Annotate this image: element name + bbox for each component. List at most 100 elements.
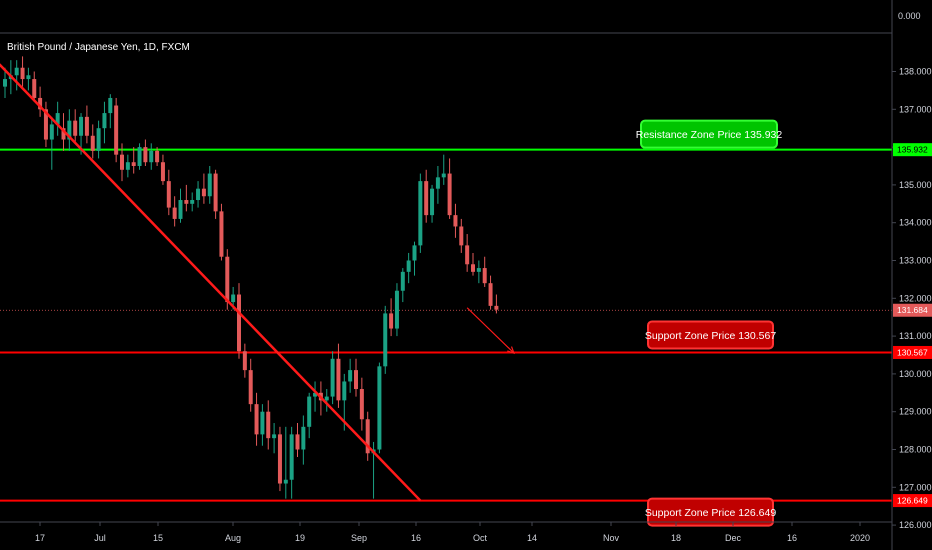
candle[interactable] xyxy=(301,415,306,465)
candle[interactable] xyxy=(248,358,253,412)
candle[interactable] xyxy=(336,343,341,408)
candle[interactable] xyxy=(418,173,423,253)
candle[interactable] xyxy=(295,423,300,458)
candle[interactable] xyxy=(441,154,446,185)
candle[interactable] xyxy=(190,192,195,212)
candle[interactable] xyxy=(383,305,388,374)
candle[interactable] xyxy=(90,124,95,159)
candle-body xyxy=(330,358,335,397)
x-tick-label: Nov xyxy=(603,533,620,543)
candle[interactable] xyxy=(283,426,288,499)
trend-line[interactable] xyxy=(0,34,422,502)
candle[interactable] xyxy=(277,426,282,492)
candle[interactable] xyxy=(435,166,440,204)
candle[interactable] xyxy=(137,143,142,170)
candle[interactable] xyxy=(213,169,218,219)
y-tick-label: 133.000 xyxy=(899,256,932,266)
candle[interactable] xyxy=(260,404,265,446)
candle[interactable] xyxy=(266,400,271,450)
candle[interactable] xyxy=(430,184,435,223)
candle[interactable] xyxy=(394,283,399,337)
candle[interactable] xyxy=(465,234,470,272)
candle[interactable] xyxy=(114,97,119,163)
candle[interactable] xyxy=(120,143,124,182)
candle[interactable] xyxy=(184,184,189,212)
candle[interactable] xyxy=(242,343,247,378)
candle[interactable] xyxy=(55,101,60,136)
candle[interactable] xyxy=(313,381,318,412)
candle[interactable] xyxy=(14,60,19,91)
candle[interactable] xyxy=(96,120,101,159)
candle[interactable] xyxy=(43,101,48,148)
support-1-label-box[interactable]: Support Zone Price 130.567 xyxy=(645,320,776,350)
x-tick-label: 16 xyxy=(787,533,797,543)
support-2-label-box[interactable]: Support Zone Price 126.649 xyxy=(645,497,776,527)
candle-body xyxy=(324,396,329,401)
candle-body xyxy=(441,173,446,178)
candle-body xyxy=(201,188,206,197)
candle[interactable] xyxy=(400,268,405,303)
candle[interactable] xyxy=(459,218,464,253)
candle[interactable] xyxy=(172,196,177,227)
candle[interactable] xyxy=(324,389,329,412)
candle[interactable] xyxy=(108,94,113,129)
top-scale-label: 0.000 xyxy=(898,11,921,21)
candle[interactable] xyxy=(26,67,31,91)
y-tick-label: 131.000 xyxy=(899,331,932,341)
candle[interactable] xyxy=(377,362,382,454)
candle[interactable] xyxy=(166,169,171,216)
candle-body xyxy=(447,173,452,216)
candle[interactable] xyxy=(289,426,294,499)
candle[interactable] xyxy=(447,158,452,219)
candle[interactable] xyxy=(207,166,212,204)
candle[interactable] xyxy=(494,294,499,314)
candle[interactable] xyxy=(254,392,259,446)
candle-body xyxy=(459,226,464,246)
candle[interactable] xyxy=(453,203,458,238)
projection-arrow-line[interactable] xyxy=(466,307,515,354)
candle-body xyxy=(377,366,382,450)
candle[interactable] xyxy=(476,260,481,284)
candle[interactable] xyxy=(201,173,206,204)
candle[interactable] xyxy=(359,377,364,431)
candle[interactable] xyxy=(412,241,417,276)
candle[interactable] xyxy=(330,351,335,405)
candle[interactable] xyxy=(84,105,89,144)
candle[interactable] xyxy=(389,298,394,337)
candle-body xyxy=(207,173,212,197)
candle[interactable] xyxy=(143,139,148,166)
candle[interactable] xyxy=(348,358,353,393)
candle[interactable] xyxy=(38,86,43,117)
candle[interactable] xyxy=(125,154,130,178)
candle[interactable] xyxy=(73,109,78,144)
candle[interactable] xyxy=(219,203,224,261)
candle[interactable] xyxy=(196,181,201,208)
candle[interactable] xyxy=(178,188,183,223)
candle[interactable] xyxy=(488,275,493,310)
candle[interactable] xyxy=(237,283,241,359)
candle[interactable] xyxy=(149,143,154,170)
candle[interactable] xyxy=(32,71,37,102)
candle[interactable] xyxy=(272,423,277,454)
candle[interactable] xyxy=(67,109,72,151)
candle-body xyxy=(20,67,25,80)
y-tick-label: 127.000 xyxy=(899,482,932,492)
candle[interactable] xyxy=(307,392,312,439)
candle[interactable] xyxy=(365,411,370,461)
candle[interactable] xyxy=(20,56,25,87)
y-tick-label: 134.000 xyxy=(899,218,932,228)
candle[interactable] xyxy=(3,67,7,98)
candle[interactable] xyxy=(471,252,475,276)
plot-area[interactable]: Resistance Zone Price 135.932 Support Zon… xyxy=(0,34,892,527)
candle[interactable] xyxy=(49,116,54,170)
resistance-label-box[interactable]: Resistance Zone Price 135.932 xyxy=(636,119,783,149)
candle[interactable] xyxy=(406,252,411,284)
candle[interactable] xyxy=(155,147,160,166)
candle[interactable] xyxy=(131,147,136,174)
candle[interactable] xyxy=(354,358,358,397)
candle[interactable] xyxy=(482,256,487,287)
candle[interactable] xyxy=(102,101,107,144)
candle[interactable] xyxy=(160,154,165,185)
candle[interactable] xyxy=(424,169,429,223)
